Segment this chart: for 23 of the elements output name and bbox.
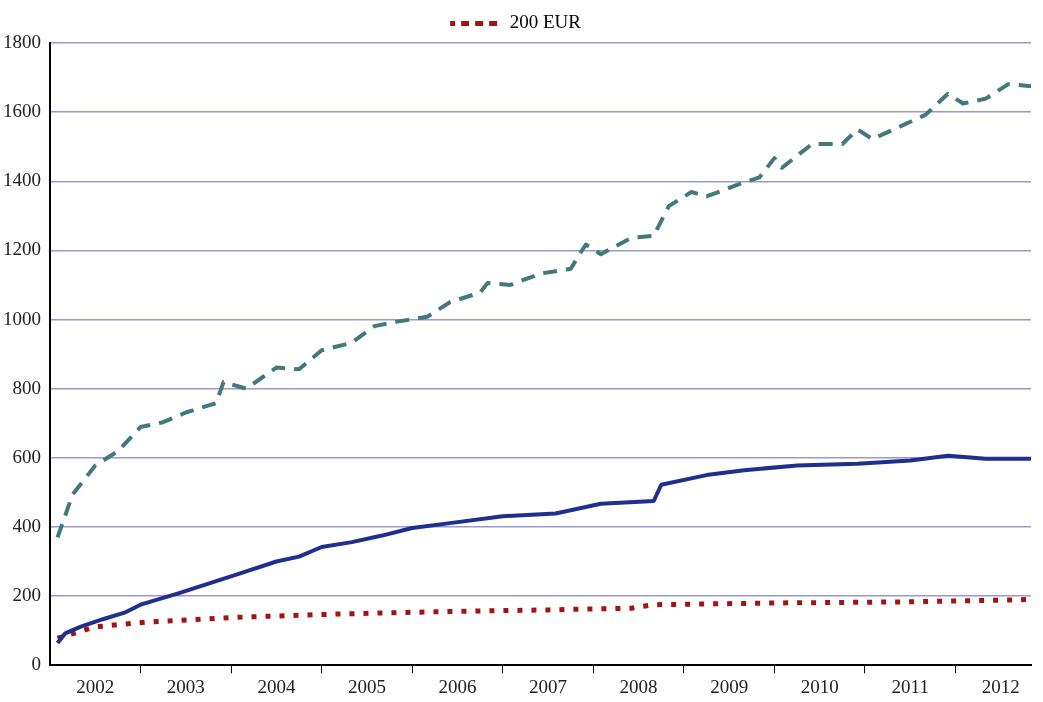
- x-tick-label: 2007: [529, 675, 568, 697]
- x-tick-label: 2011: [891, 675, 929, 697]
- y-tick-label: 1200: [3, 238, 41, 260]
- legend-label: 200 EUR: [509, 11, 582, 33]
- x-tick-label: 2006: [438, 675, 477, 697]
- y-tick-label: 1400: [3, 169, 41, 191]
- x-tick-label: 2002: [76, 675, 115, 697]
- x-tick-label: 2008: [619, 675, 658, 697]
- y-tick-label: 1800: [3, 30, 41, 52]
- y-tick-label: 400: [12, 514, 41, 536]
- y-tick-label: 800: [12, 376, 41, 398]
- x-tick-label: 2010: [800, 675, 839, 697]
- x-tick-label: 2004: [257, 675, 296, 697]
- x-tick-label: 2009: [710, 675, 749, 697]
- y-tick-label: 600: [12, 445, 41, 467]
- x-tick-label: 2012: [981, 675, 1020, 697]
- x-tick-label: 2003: [166, 675, 205, 697]
- line-series: [55, 82, 1031, 540]
- y-tick-label: 1600: [3, 100, 41, 122]
- y-tick-label: 200: [12, 584, 41, 606]
- y-tick-label: 0: [31, 653, 41, 675]
- y-tick-label: 1000: [3, 307, 41, 329]
- x-tick-label: 2005: [347, 675, 386, 697]
